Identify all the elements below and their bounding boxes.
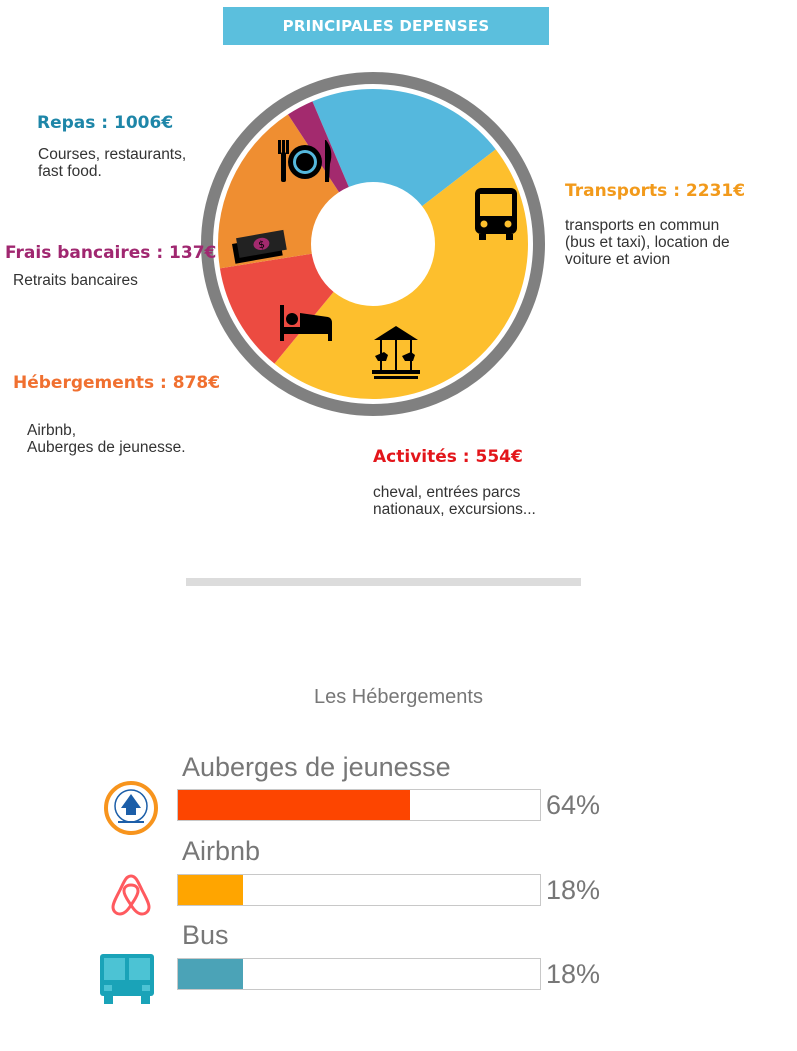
bed-icon (280, 305, 332, 341)
transports-description: transports en commun (bus et taxi), loca… (565, 217, 730, 268)
activites-title: Activités : 554€ (373, 447, 523, 467)
bar-auberges (178, 790, 410, 820)
hebergements-section-title: Les Hébergements (314, 686, 483, 708)
bus-icon (475, 188, 517, 240)
bar-track-bus (177, 958, 541, 990)
svg-text:$: $ (258, 239, 266, 251)
frais-bancaires-title: Frais bancaires : 137€ (5, 243, 217, 263)
bar-track-auberges (177, 789, 541, 821)
activites-description: cheval, entrées parcs nationaux, excursi… (373, 484, 536, 518)
repas-title: Repas : 1006€ (37, 113, 174, 133)
hebergements-description: Airbnb, Auberges de jeunesse. (27, 422, 186, 456)
bar-airbnb (178, 875, 244, 905)
fork-plate-knife-icon (278, 140, 332, 182)
expenses-donut-chart: $ (201, 72, 545, 416)
chart-title-banner: PRINCIPALES DEPENSES (223, 7, 549, 45)
bar-value-airbnb: 18% (546, 875, 601, 905)
donut-outer-ring (201, 72, 545, 416)
bar-label-bus: Bus (182, 920, 229, 950)
banknotes-icon: $ (232, 229, 287, 264)
donut-hole (311, 182, 435, 306)
bar-track-airbnb (177, 874, 541, 906)
bar-value-auberges: 64% (546, 790, 601, 820)
airbnb-logo (111, 874, 151, 916)
bus-row-icon (100, 954, 154, 1004)
repas-description: Courses, restaurants, fast food. (38, 146, 187, 180)
bar-bus (178, 959, 244, 989)
bar-label-airbnb: Airbnb (182, 836, 261, 866)
carousel-icon (372, 326, 420, 379)
section-divider (186, 578, 581, 586)
hostelling-international-logo (104, 781, 158, 835)
frais-bancaires-description: Retraits bancaires (13, 272, 138, 289)
transports-title: Transports : 2231€ (565, 181, 746, 201)
bar-label-auberges: Auberges de jeunesse (182, 752, 451, 782)
bar-value-bus: 18% (546, 959, 601, 989)
hebergements-title: Hébergements : 878€ (13, 373, 221, 393)
